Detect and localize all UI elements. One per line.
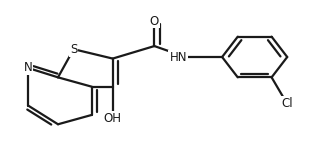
Text: O: O <box>150 15 159 28</box>
Text: Cl: Cl <box>282 98 293 110</box>
Text: S: S <box>70 43 77 56</box>
Text: OH: OH <box>104 111 122 124</box>
Text: N: N <box>24 61 32 74</box>
Text: HN: HN <box>169 51 187 63</box>
